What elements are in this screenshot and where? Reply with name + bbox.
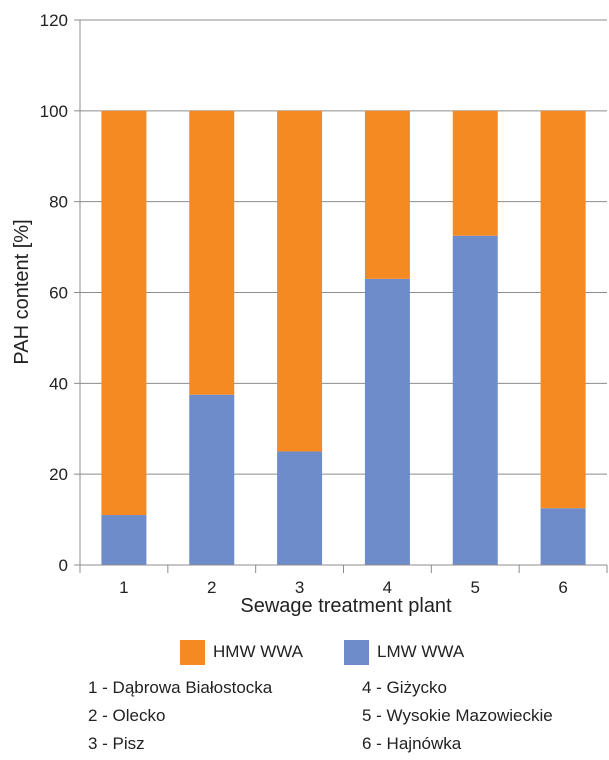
bar-hmw	[540, 110, 586, 509]
plant-key-item: 3 - Pisz	[88, 734, 145, 753]
bar-hmw	[189, 110, 235, 395]
y-tick-label: 100	[40, 102, 68, 121]
plant-key-item: 1 - Dąbrowa Białostocka	[88, 678, 273, 697]
y-tick-label: 0	[59, 556, 68, 575]
y-tick-labels: 0 20 40 60 80 100 120	[40, 11, 68, 575]
y-tick-label: 120	[40, 11, 68, 30]
x-tick-label: 1	[119, 578, 128, 597]
bar-lmw	[540, 508, 586, 565]
legend: HMW WWA LMW WWA	[0, 632, 609, 672]
y-axis-title: PAH content [%]	[11, 219, 33, 364]
bar-lmw	[452, 235, 498, 565]
bar-hmw	[364, 110, 410, 279]
bar-lmw	[277, 451, 323, 565]
x-tick-label: 3	[295, 578, 304, 597]
plant-key-item: 4 - Giżycko	[362, 678, 448, 697]
legend-item-lmw: LMW WWA	[344, 632, 464, 672]
x-tick-label: 4	[383, 578, 392, 597]
axes	[74, 19, 608, 573]
bar-hmw	[277, 110, 323, 452]
x-axis-title: Sewage treatment plant	[240, 595, 452, 617]
plant-key-item: 5 - Wysokie Mazowieckie	[362, 706, 553, 725]
bar-hmw	[452, 110, 498, 236]
x-tick-labels: 1 2 3 4 5 6	[119, 578, 568, 597]
x-tick-label: 2	[207, 578, 216, 597]
stacked-bar-chart: 0 20 40 60 80 100 120 1 2 3 4 5 6 PAH content [%] S…	[11, 11, 608, 617]
y-tick-label: 40	[49, 374, 68, 393]
y-tick-label: 80	[49, 193, 68, 212]
plant-key-item: 6 - Hajnówka	[362, 734, 462, 753]
bar-hmw	[101, 110, 147, 516]
x-tick-label: 6	[558, 578, 567, 597]
x-tick-label: 5	[471, 578, 480, 597]
bars	[101, 110, 586, 565]
y-tick-label: 20	[49, 465, 68, 484]
bar-lmw	[364, 278, 410, 565]
legend-swatch-hmw	[180, 639, 205, 665]
legend-swatch-lmw	[344, 639, 369, 665]
legend-label-hmw: HMW WWA	[213, 642, 304, 661]
bar-lmw	[189, 394, 235, 565]
legend-item-hmw: HMW WWA	[180, 632, 303, 672]
plant-key-item: 2 - Olecko	[88, 706, 166, 725]
legend-label-lmw: LMW WWA	[377, 642, 465, 661]
y-tick-label: 60	[49, 284, 68, 303]
gridlines	[80, 19, 607, 475]
bar-lmw	[101, 515, 147, 565]
